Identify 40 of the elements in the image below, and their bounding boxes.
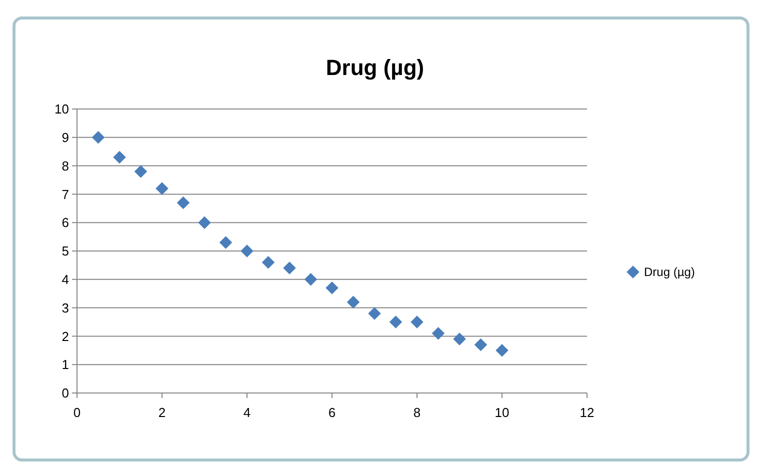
point — [474, 338, 488, 352]
point — [262, 256, 275, 269]
x-tick-label: 6 — [328, 405, 336, 420]
point — [219, 236, 232, 249]
point — [176, 196, 190, 210]
point — [113, 150, 126, 164]
point — [304, 273, 318, 286]
point — [346, 296, 360, 308]
y-tick-label: 10 — [54, 102, 69, 117]
y-tick-label: 3 — [62, 300, 69, 316]
point — [453, 332, 466, 346]
x-tick-label: 8 — [413, 405, 421, 420]
x-tick-label: 12 — [580, 405, 594, 420]
point — [240, 244, 254, 258]
point — [496, 344, 508, 357]
chart-title: Drug (µg) — [326, 55, 424, 80]
point — [198, 216, 211, 229]
x-tick-label: 2 — [158, 405, 166, 420]
point — [283, 262, 296, 274]
point — [134, 165, 148, 178]
y-tick-label: 2 — [62, 328, 69, 344]
point — [156, 182, 168, 195]
point — [410, 316, 424, 328]
y-tick-label: 4 — [62, 272, 69, 287]
y-tick-label: 8 — [62, 158, 69, 174]
point — [389, 316, 402, 328]
x-tick-label: 10 — [494, 405, 510, 420]
point — [92, 131, 105, 144]
y-tick-label: 0 — [62, 386, 69, 401]
legend-label: Drug (µg) — [644, 265, 695, 280]
x-tick-label: 4 — [243, 405, 251, 420]
y-tick-label: 5 — [62, 244, 69, 259]
point — [368, 307, 381, 320]
y-tick-label: 6 — [62, 215, 69, 230]
y-tick-label: 7 — [62, 186, 69, 202]
y-tick-label: 9 — [62, 130, 69, 145]
point — [326, 282, 338, 294]
point — [432, 326, 445, 340]
y-tick-label: 1 — [62, 357, 69, 372]
x-tick-label: 0 — [73, 405, 81, 420]
